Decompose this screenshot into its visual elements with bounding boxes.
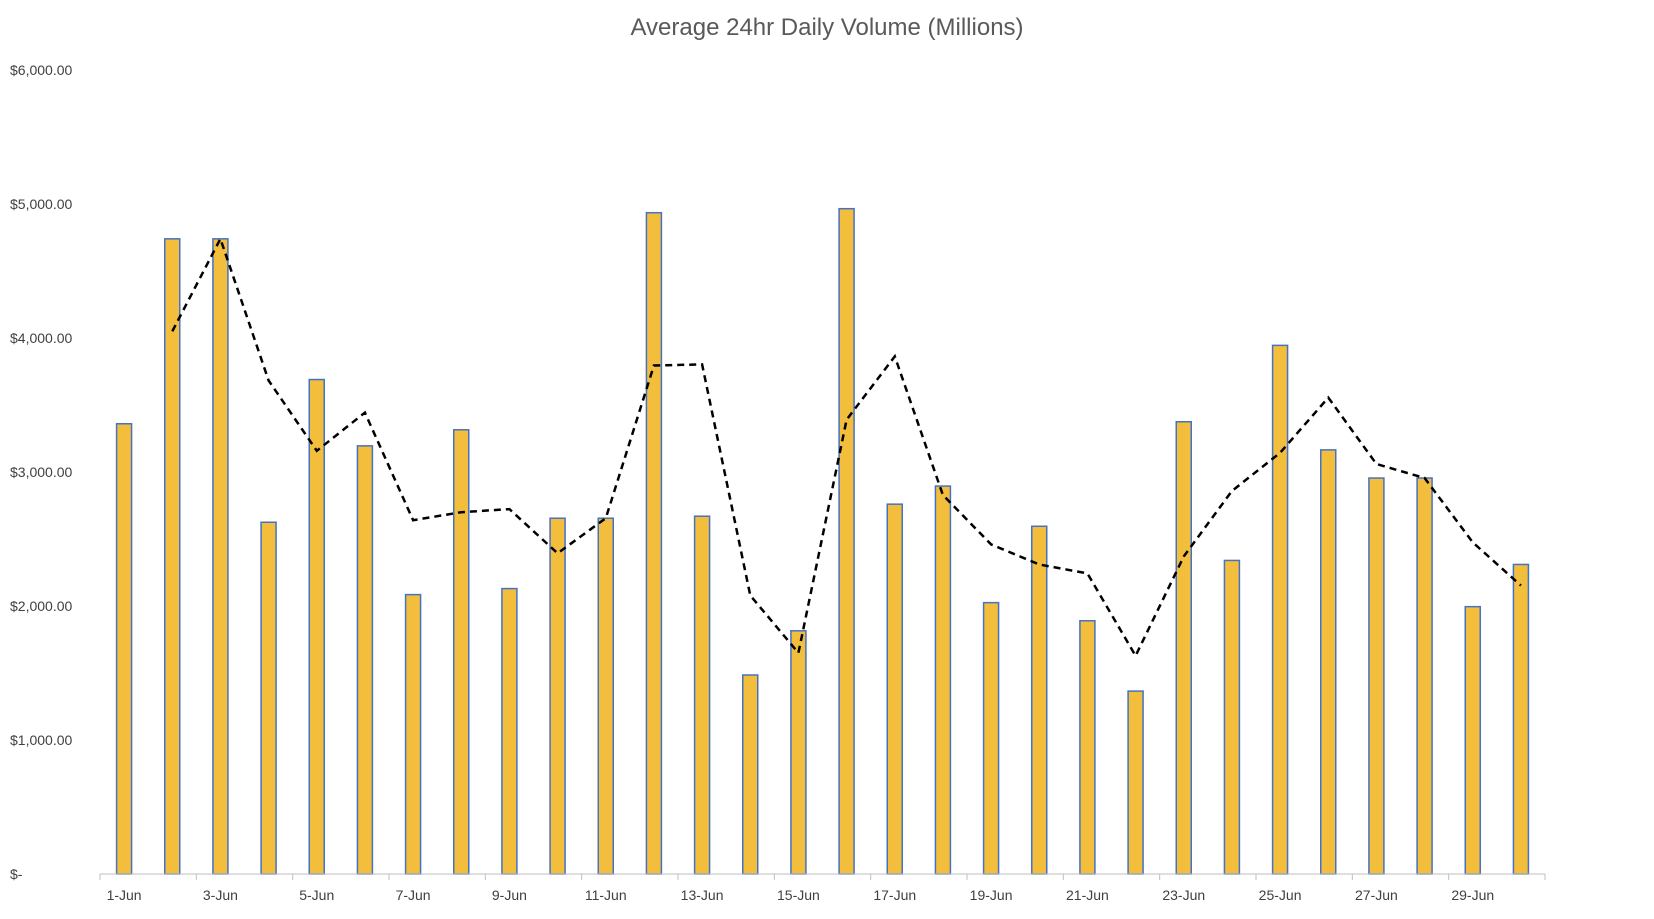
x-tick-label: 11-Jun — [585, 887, 627, 903]
bar-20-Jun — [1031, 525, 1048, 875]
bar-9-Jun — [501, 587, 518, 875]
bar-series — [115, 207, 1530, 875]
x-tick-label: 13-Jun — [681, 887, 724, 903]
bar-22-Jun — [1127, 690, 1144, 875]
bar-28-Jun — [1416, 477, 1433, 875]
bar-29-Jun — [1464, 605, 1481, 875]
y-tick-label: $4,000.00 — [10, 330, 72, 346]
bar-6-Jun — [356, 445, 374, 875]
bar-12-Jun — [645, 211, 663, 875]
x-tick-label: 3-Jun — [203, 887, 238, 903]
x-tick-label: 17-Jun — [873, 887, 916, 903]
bar-13-Jun — [693, 515, 711, 875]
bar-3-Jun — [212, 238, 229, 875]
bar-15-Jun — [790, 630, 807, 875]
y-tick-label: $5,000.00 — [10, 196, 72, 212]
chart-title: Average 24hr Daily Volume (Millions) — [630, 14, 1023, 41]
x-tick-label: 15-Jun — [777, 887, 820, 903]
bar-25-Jun — [1271, 344, 1289, 875]
y-tick-label: $6,000.00 — [10, 62, 72, 78]
bar-26-Jun — [1320, 449, 1337, 875]
x-tick-label: 21-Jun — [1066, 887, 1109, 903]
bar-11-Jun — [597, 517, 614, 875]
bar-17-Jun — [886, 503, 903, 875]
bar-24-Jun — [1223, 559, 1241, 875]
bar-8-Jun — [453, 429, 470, 875]
x-tick-label: 9-Jun — [492, 887, 527, 903]
x-tick-label: 19-Jun — [970, 887, 1013, 903]
x-tick-label: 1-Jun — [107, 887, 142, 903]
x-tick-label: 27-Jun — [1355, 887, 1398, 903]
bar-4-Jun — [260, 521, 277, 875]
bar-27-Jun — [1368, 477, 1385, 875]
bar-1-Jun — [115, 423, 133, 875]
bar-18-Jun — [934, 485, 952, 875]
x-tick-label: 5-Jun — [299, 887, 334, 903]
y-tick-label: $2,000.00 — [10, 598, 72, 614]
y-tick-label: $3,000.00 — [10, 464, 72, 480]
bar-21-Jun — [1079, 619, 1096, 875]
x-tick-label: 29-Jun — [1451, 887, 1494, 903]
y-tick-label: $1,000.00 — [10, 732, 72, 748]
x-tick-label: 23-Jun — [1162, 887, 1205, 903]
bar-2-Jun — [164, 238, 181, 875]
x-axis-ticks — [99, 874, 1546, 880]
bar-5-Jun — [308, 378, 325, 875]
y-tick-label: $- — [10, 866, 23, 882]
x-axis-labels: 1-Jun 3-Jun 5-Jun 7-Jun 9-Jun 11-Jun 13-Jun 15-… — [107, 887, 1495, 903]
bar-23-Jun — [1175, 421, 1192, 875]
x-tick-label: 7-Jun — [396, 887, 431, 903]
bar-30-Jun — [1512, 563, 1530, 875]
x-tick-label: 25-Jun — [1259, 887, 1302, 903]
y-axis-labels: $- $1,000.00 $2,000.00 $3,000.00 $4,000.00 $5… — [10, 62, 72, 882]
bar-16-Jun — [838, 207, 855, 875]
bar-19-Jun — [982, 601, 1000, 875]
bar-7-Jun — [404, 593, 422, 875]
bar-10-Jun — [549, 517, 566, 875]
bar-14-Jun — [742, 674, 759, 875]
